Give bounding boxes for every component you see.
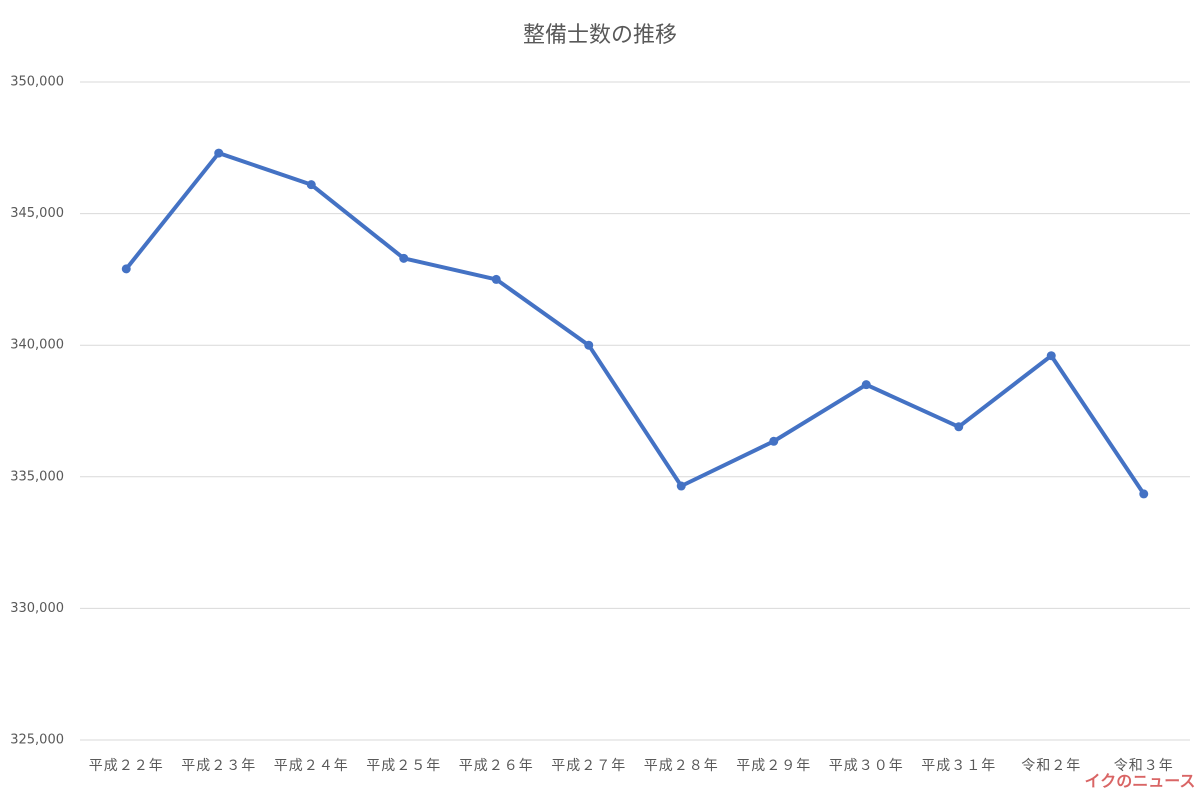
x-tick-label: 平成２５年	[366, 758, 441, 774]
x-tick-label: 平成３１年	[921, 758, 996, 774]
x-tick-label: 平成２８年	[644, 758, 719, 774]
x-tick-label: 令和２年	[1021, 758, 1081, 774]
point	[214, 148, 224, 158]
y-tick-label: 325,000	[10, 733, 64, 748]
x-tick-label: 平成２２年	[89, 758, 164, 774]
point	[1139, 489, 1149, 499]
y-tick-label: 350,000	[10, 75, 64, 90]
y-tick-label: 335,000	[10, 469, 64, 484]
point	[491, 274, 501, 284]
y-tick-label: 330,000	[10, 601, 64, 616]
point	[584, 340, 594, 350]
x-tick-label: 平成２３年	[181, 758, 256, 774]
chart-title: 整備士数の推移	[523, 23, 677, 48]
point	[861, 380, 871, 390]
x-tick-label: 令和３年	[1114, 758, 1174, 774]
point	[399, 253, 409, 263]
watermark: イクのニュース	[1085, 772, 1196, 791]
point	[1046, 351, 1056, 361]
x-tick-label: 平成２７年	[551, 758, 626, 774]
point	[676, 481, 686, 491]
point	[954, 422, 964, 432]
point	[769, 436, 779, 446]
y-tick-label: 340,000	[10, 338, 64, 353]
point	[121, 264, 131, 274]
line	[124, 151, 1146, 496]
x-tick-label: 平成２４年	[274, 758, 349, 774]
x-tick-label: 平成２９年	[736, 758, 811, 774]
y-tick-label: 345,000	[10, 206, 64, 221]
x-tick-label: 平成２６年	[459, 758, 534, 774]
point	[306, 180, 316, 190]
x-tick-label: 平成３０年	[829, 758, 904, 774]
